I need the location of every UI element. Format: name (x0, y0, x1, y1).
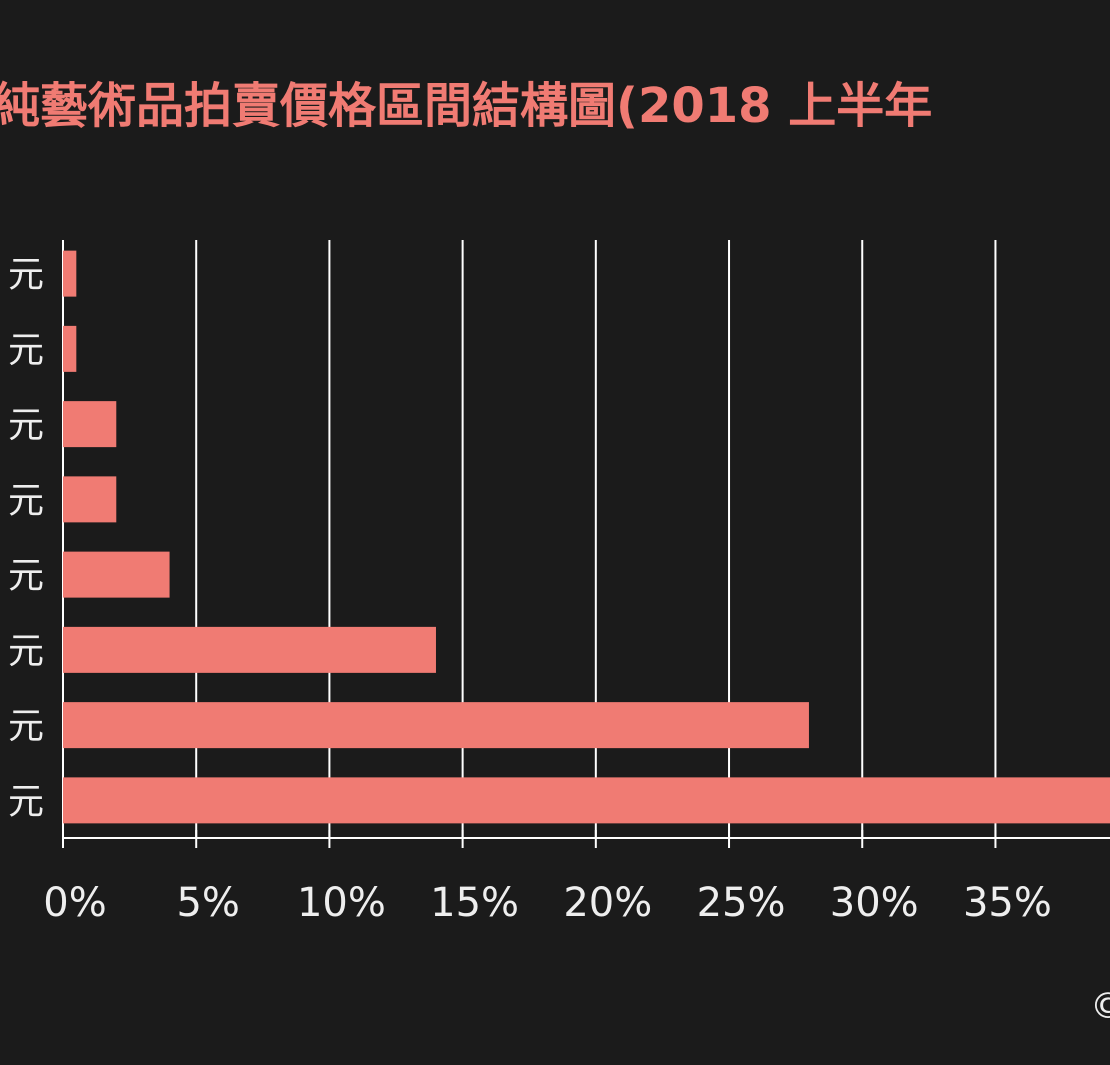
y-tick-label: 元 (8, 405, 44, 446)
y-tick-label: 元 (8, 706, 44, 747)
bar (63, 250, 77, 297)
bar (63, 702, 809, 749)
bar (63, 626, 436, 673)
x-tick-label: 25% (697, 880, 786, 926)
y-tick-label: 元 (8, 781, 44, 822)
bar (63, 325, 77, 372)
x-tick-label: 15% (430, 880, 519, 926)
note: © (1090, 986, 1110, 1027)
x-tick-label: 30% (830, 880, 919, 926)
chart-title: 純藝術品拍賣價格區間結構圖(2018 上半年 (0, 78, 932, 134)
x-tick-label: 5% (176, 880, 239, 926)
x-tick-label: 0% (43, 880, 106, 926)
x-tick-label: 20% (563, 880, 652, 926)
bar (63, 551, 170, 598)
y-tick-label: 元 (8, 556, 44, 597)
y-tick-label: 元 (8, 330, 44, 371)
y-tick-label: 元 (8, 631, 44, 672)
x-tick-label: 10% (297, 880, 386, 926)
x-tick-label: 35% (963, 880, 1052, 926)
bar (63, 401, 117, 448)
bar (63, 777, 1110, 824)
y-tick-label: 元 (8, 255, 44, 296)
bar (63, 476, 117, 523)
y-tick-label: 元 (8, 480, 44, 521)
